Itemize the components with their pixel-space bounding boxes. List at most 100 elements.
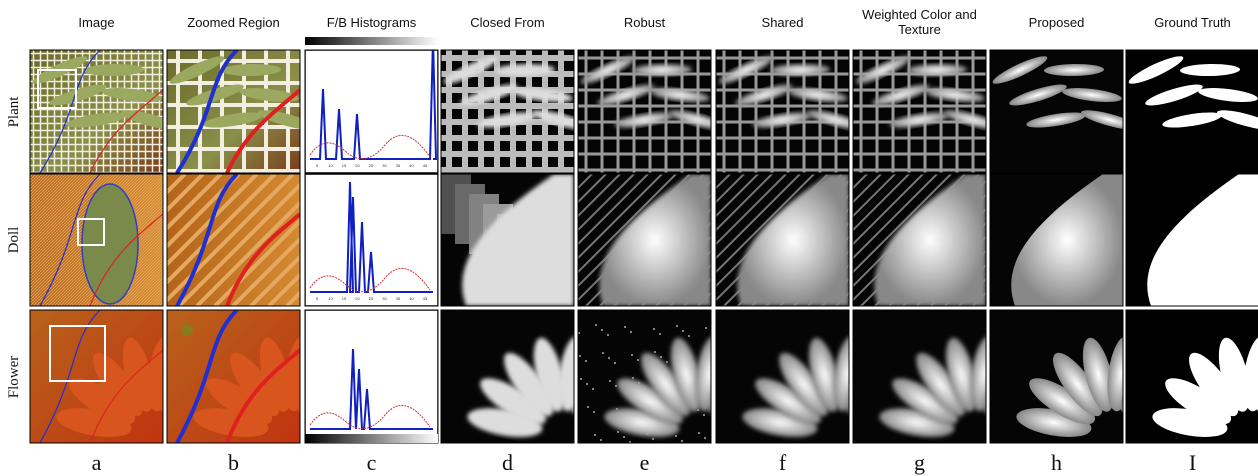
hist-axis-label: 35	[396, 296, 401, 301]
hist-axis-label: 10	[328, 163, 333, 168]
column-header: Robust	[578, 0, 712, 44]
panel-content	[441, 50, 592, 173]
noise	[637, 359, 639, 361]
hist-axis-label: 45	[423, 296, 428, 301]
noise	[660, 356, 662, 358]
noise	[593, 411, 595, 413]
noise	[617, 431, 619, 433]
hist-axis-label: 35	[396, 163, 401, 168]
panel	[1126, 310, 1258, 443]
noise	[682, 330, 684, 332]
noise	[704, 437, 706, 439]
panel-content	[578, 50, 729, 173]
panel	[990, 50, 1141, 173]
hist-axis-label: 15	[342, 163, 347, 168]
noise	[592, 388, 594, 390]
column-header: Closed From	[441, 0, 575, 44]
hist-axis-label: 40	[409, 163, 414, 168]
hist-axis-label: 30	[382, 296, 387, 301]
flower-center	[181, 324, 193, 336]
noise	[623, 436, 625, 438]
panel-content	[990, 174, 1123, 306]
noise	[654, 351, 656, 353]
noise	[585, 360, 587, 362]
panel	[167, 50, 318, 173]
column-header: Ground Truth	[1126, 0, 1258, 44]
row-label: Doll	[6, 175, 26, 305]
noise	[600, 439, 602, 441]
noise	[676, 325, 678, 327]
noise	[681, 440, 683, 442]
hist-axis-label: 10	[328, 296, 333, 301]
column-header: Weighted Color and Texture	[853, 0, 987, 44]
column-letter: b	[167, 450, 301, 476]
panel	[990, 174, 1123, 306]
column-letter: c	[305, 450, 439, 476]
panel-content	[1126, 50, 1258, 173]
hist-axis-label: 30	[382, 163, 387, 168]
figure-panels: 5101520253035404551015202530354045	[0, 0, 1258, 473]
intensity-bar	[305, 434, 438, 443]
panel-content	[30, 50, 181, 173]
noise	[688, 335, 690, 337]
hist-bg	[305, 310, 438, 443]
column-header: F/B Histograms	[305, 0, 439, 44]
column-header: Proposed	[990, 0, 1124, 44]
noise	[586, 383, 588, 385]
column-letter: f	[716, 450, 850, 476]
panel	[305, 310, 438, 443]
row-label: Plant	[6, 47, 26, 177]
column-letter: I	[1126, 450, 1258, 476]
noise	[652, 438, 654, 440]
noise	[703, 414, 705, 416]
panel	[441, 174, 574, 306]
hist-axis-label: 20	[355, 163, 360, 168]
hist-axis-label: 15	[342, 296, 347, 301]
panel	[1126, 174, 1258, 306]
column-header: Shared	[716, 0, 850, 44]
column-letter: h	[990, 450, 1124, 476]
noise	[624, 326, 626, 328]
panel-content	[1126, 174, 1258, 306]
noise	[580, 378, 582, 380]
panel	[1126, 50, 1258, 173]
figure-page: 5101520253035404551015202530354045 (() =…	[0, 0, 1258, 473]
column-header: Zoomed Region	[167, 0, 301, 44]
noise	[594, 434, 596, 436]
hist-axis-label: 25	[369, 163, 374, 168]
noise	[607, 334, 609, 336]
noise	[666, 361, 668, 363]
hist-axis-label: 25	[369, 296, 374, 301]
noise	[698, 432, 700, 434]
noise	[615, 385, 617, 387]
hist-axis-label: 40	[409, 296, 414, 301]
noise	[608, 357, 610, 359]
panel	[853, 50, 1004, 173]
column-letter: g	[853, 450, 987, 476]
panel-content	[716, 50, 867, 173]
noise	[587, 406, 589, 408]
column-letter: e	[578, 450, 712, 476]
noise	[609, 380, 611, 382]
panel-content	[441, 174, 574, 306]
hist-axis-label: 20	[355, 296, 360, 301]
panel	[30, 50, 181, 173]
panel-content	[990, 50, 1141, 173]
noise	[602, 352, 604, 354]
panel-content	[167, 50, 318, 173]
noise	[579, 355, 581, 357]
noise	[614, 362, 616, 364]
noise	[630, 331, 632, 333]
panel	[716, 50, 867, 173]
row-label: Flower	[6, 312, 26, 442]
noise	[601, 329, 603, 331]
noise	[705, 327, 707, 329]
column-letter: a	[30, 450, 164, 476]
hist-axis-label: 45	[423, 163, 428, 168]
noise	[595, 324, 597, 326]
hist-bg	[305, 174, 438, 306]
